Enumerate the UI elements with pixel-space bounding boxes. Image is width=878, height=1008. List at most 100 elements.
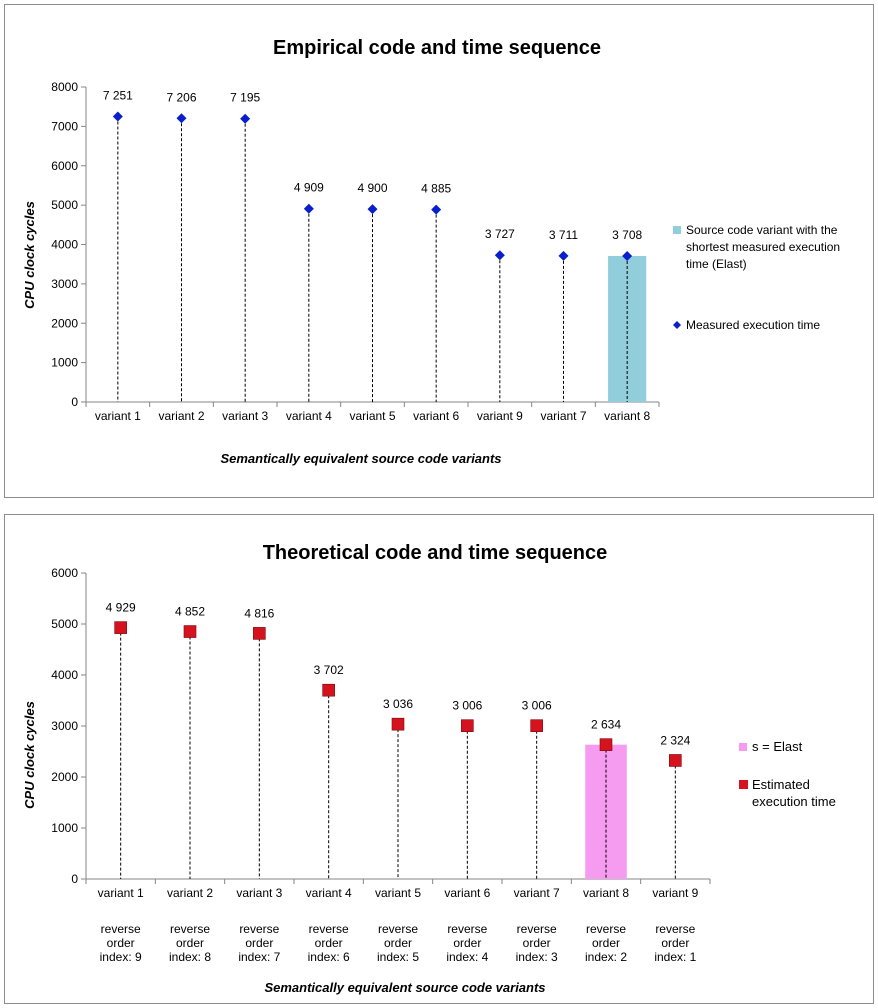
x-tick-label: variant 9 (652, 886, 698, 900)
theoretical-chart: Theoretical code and time sequence CPU c… (22, 542, 836, 995)
y-tick-label: 8000 (51, 80, 78, 94)
chart-panel-theoretical: Theoretical code and time sequence CPU c… (4, 514, 874, 1004)
x-sub-label: index: 1 (654, 950, 696, 964)
data-point-square (391, 717, 405, 731)
y-tick-label: 4000 (51, 668, 78, 682)
x-sub-label: reverse (170, 922, 210, 936)
legend-swatch-bar (739, 743, 747, 751)
x-sub-label: index: 9 (100, 950, 142, 964)
data-label: 7 206 (166, 90, 196, 104)
data-point-diamond (240, 113, 251, 124)
legend-label: Measured execution time (686, 318, 820, 332)
y-tick-label: 5000 (51, 198, 78, 212)
x-sub-label: reverse (378, 922, 418, 936)
data-label: 7 195 (230, 91, 260, 105)
data-point-diamond (558, 250, 569, 261)
x-sub-label: order (523, 936, 551, 950)
data-point-diamond (303, 203, 314, 214)
x-tick-label: variant 3 (222, 409, 268, 423)
x-sub-label: index: 5 (377, 950, 419, 964)
x-sub-label: index: 2 (585, 950, 627, 964)
y-tick-label: 1000 (51, 356, 78, 370)
x-sub-label: reverse (101, 922, 141, 936)
data-point-square (599, 738, 613, 751)
x-axis-label: Semantically equivalent source code vari… (220, 451, 501, 466)
x-tick-label: variant 6 (413, 409, 459, 423)
x-sub-label: order (315, 936, 343, 950)
x-sub-label: order (592, 936, 620, 950)
data-label: 3 708 (612, 228, 642, 242)
data-label: 3 006 (522, 699, 552, 713)
x-tick-label: variant 7 (514, 886, 560, 900)
data-label: 4 852 (175, 605, 205, 619)
data-label: 4 909 (294, 181, 324, 195)
x-tick-label: variant 8 (583, 886, 629, 900)
data-label: 3 006 (452, 699, 482, 713)
x-tick-label: variant 2 (158, 409, 204, 423)
data-label: 3 702 (314, 663, 344, 677)
data-point-square (183, 625, 197, 638)
y-tick-label: 2000 (51, 316, 78, 330)
data-label: 4 885 (421, 182, 451, 196)
y-tick-label: 6000 (51, 159, 78, 173)
legend-swatch-diamond (673, 321, 681, 329)
y-axis-label: CPU clock cycles (22, 201, 37, 309)
x-sub-label: order (661, 936, 689, 950)
y-tick-label: 2000 (51, 770, 78, 784)
legend-swatch-bar (673, 226, 681, 234)
data-label: 3 727 (485, 227, 515, 241)
legend-label: shortest measured execution (686, 240, 840, 254)
x-tick-label: variant 3 (236, 886, 282, 900)
data-point-diamond (622, 250, 633, 261)
y-tick-label: 6000 (51, 566, 78, 580)
plot-area: 0 1000 2000 3000 4000 5000 6000 7000 8000 variant… (51, 80, 840, 423)
x-tick-label: variant 2 (167, 886, 213, 900)
data-point-diamond (112, 111, 123, 122)
x-sub-label: reverse (655, 922, 695, 936)
data-point-square (669, 754, 682, 767)
x-sub-label: index: 8 (169, 950, 211, 964)
y-tick-label: 0 (71, 395, 78, 409)
x-tick-label: variant 4 (306, 886, 352, 900)
data-label: 2 634 (591, 718, 621, 732)
x-sub-label: index: 3 (516, 950, 558, 964)
y-tick-label: 3000 (51, 277, 78, 291)
x-sub-label: index: 4 (446, 950, 488, 964)
data-point-square (322, 683, 335, 697)
chart-title: Theoretical code and time sequence (263, 542, 608, 564)
x-tick-label: variant 5 (349, 409, 395, 423)
y-tick-label: 5000 (51, 617, 78, 631)
x-sub-label: reverse (309, 922, 349, 936)
data-label: 3 711 (549, 228, 578, 242)
legend-label: execution time (752, 794, 836, 809)
y-axis-label: CPU clock cycles (22, 701, 37, 809)
x-tick-label: variant 1 (95, 409, 141, 423)
x-tick-label: variant 7 (540, 409, 586, 423)
x-sub-label: index: 6 (308, 950, 350, 964)
x-sub-label: reverse (586, 922, 626, 936)
x-sub-label: reverse (239, 922, 279, 936)
legend-swatch-square (739, 780, 748, 789)
y-tick-label: 7000 (51, 119, 78, 133)
data-point-diamond (176, 113, 187, 124)
x-axis-label: Semantically equivalent source code vari… (264, 980, 545, 995)
x-tick-label: variant 8 (604, 409, 650, 423)
x-tick-label: variant 5 (375, 886, 421, 900)
data-label: 4 816 (244, 606, 274, 620)
empirical-chart: Empirical code and time sequence CPU clo… (22, 37, 840, 466)
data-label: 4 929 (106, 601, 136, 615)
data-point-square (253, 627, 266, 640)
y-tick-label: 0 (71, 872, 78, 886)
x-sub-label: order (107, 936, 135, 950)
data-label: 7 251 (103, 88, 133, 102)
chart-title: Empirical code and time sequence (273, 37, 601, 59)
data-label: 3 036 (383, 697, 413, 711)
x-sub-label: order (453, 936, 481, 950)
y-tick-label: 1000 (51, 821, 78, 835)
data-point-square (530, 719, 543, 732)
x-sub-label: index: 7 (238, 950, 280, 964)
x-tick-label: variant 4 (286, 409, 332, 423)
y-tick-label: 3000 (51, 719, 78, 733)
data-point-diamond (367, 204, 378, 215)
x-sub-label: reverse (517, 922, 557, 936)
